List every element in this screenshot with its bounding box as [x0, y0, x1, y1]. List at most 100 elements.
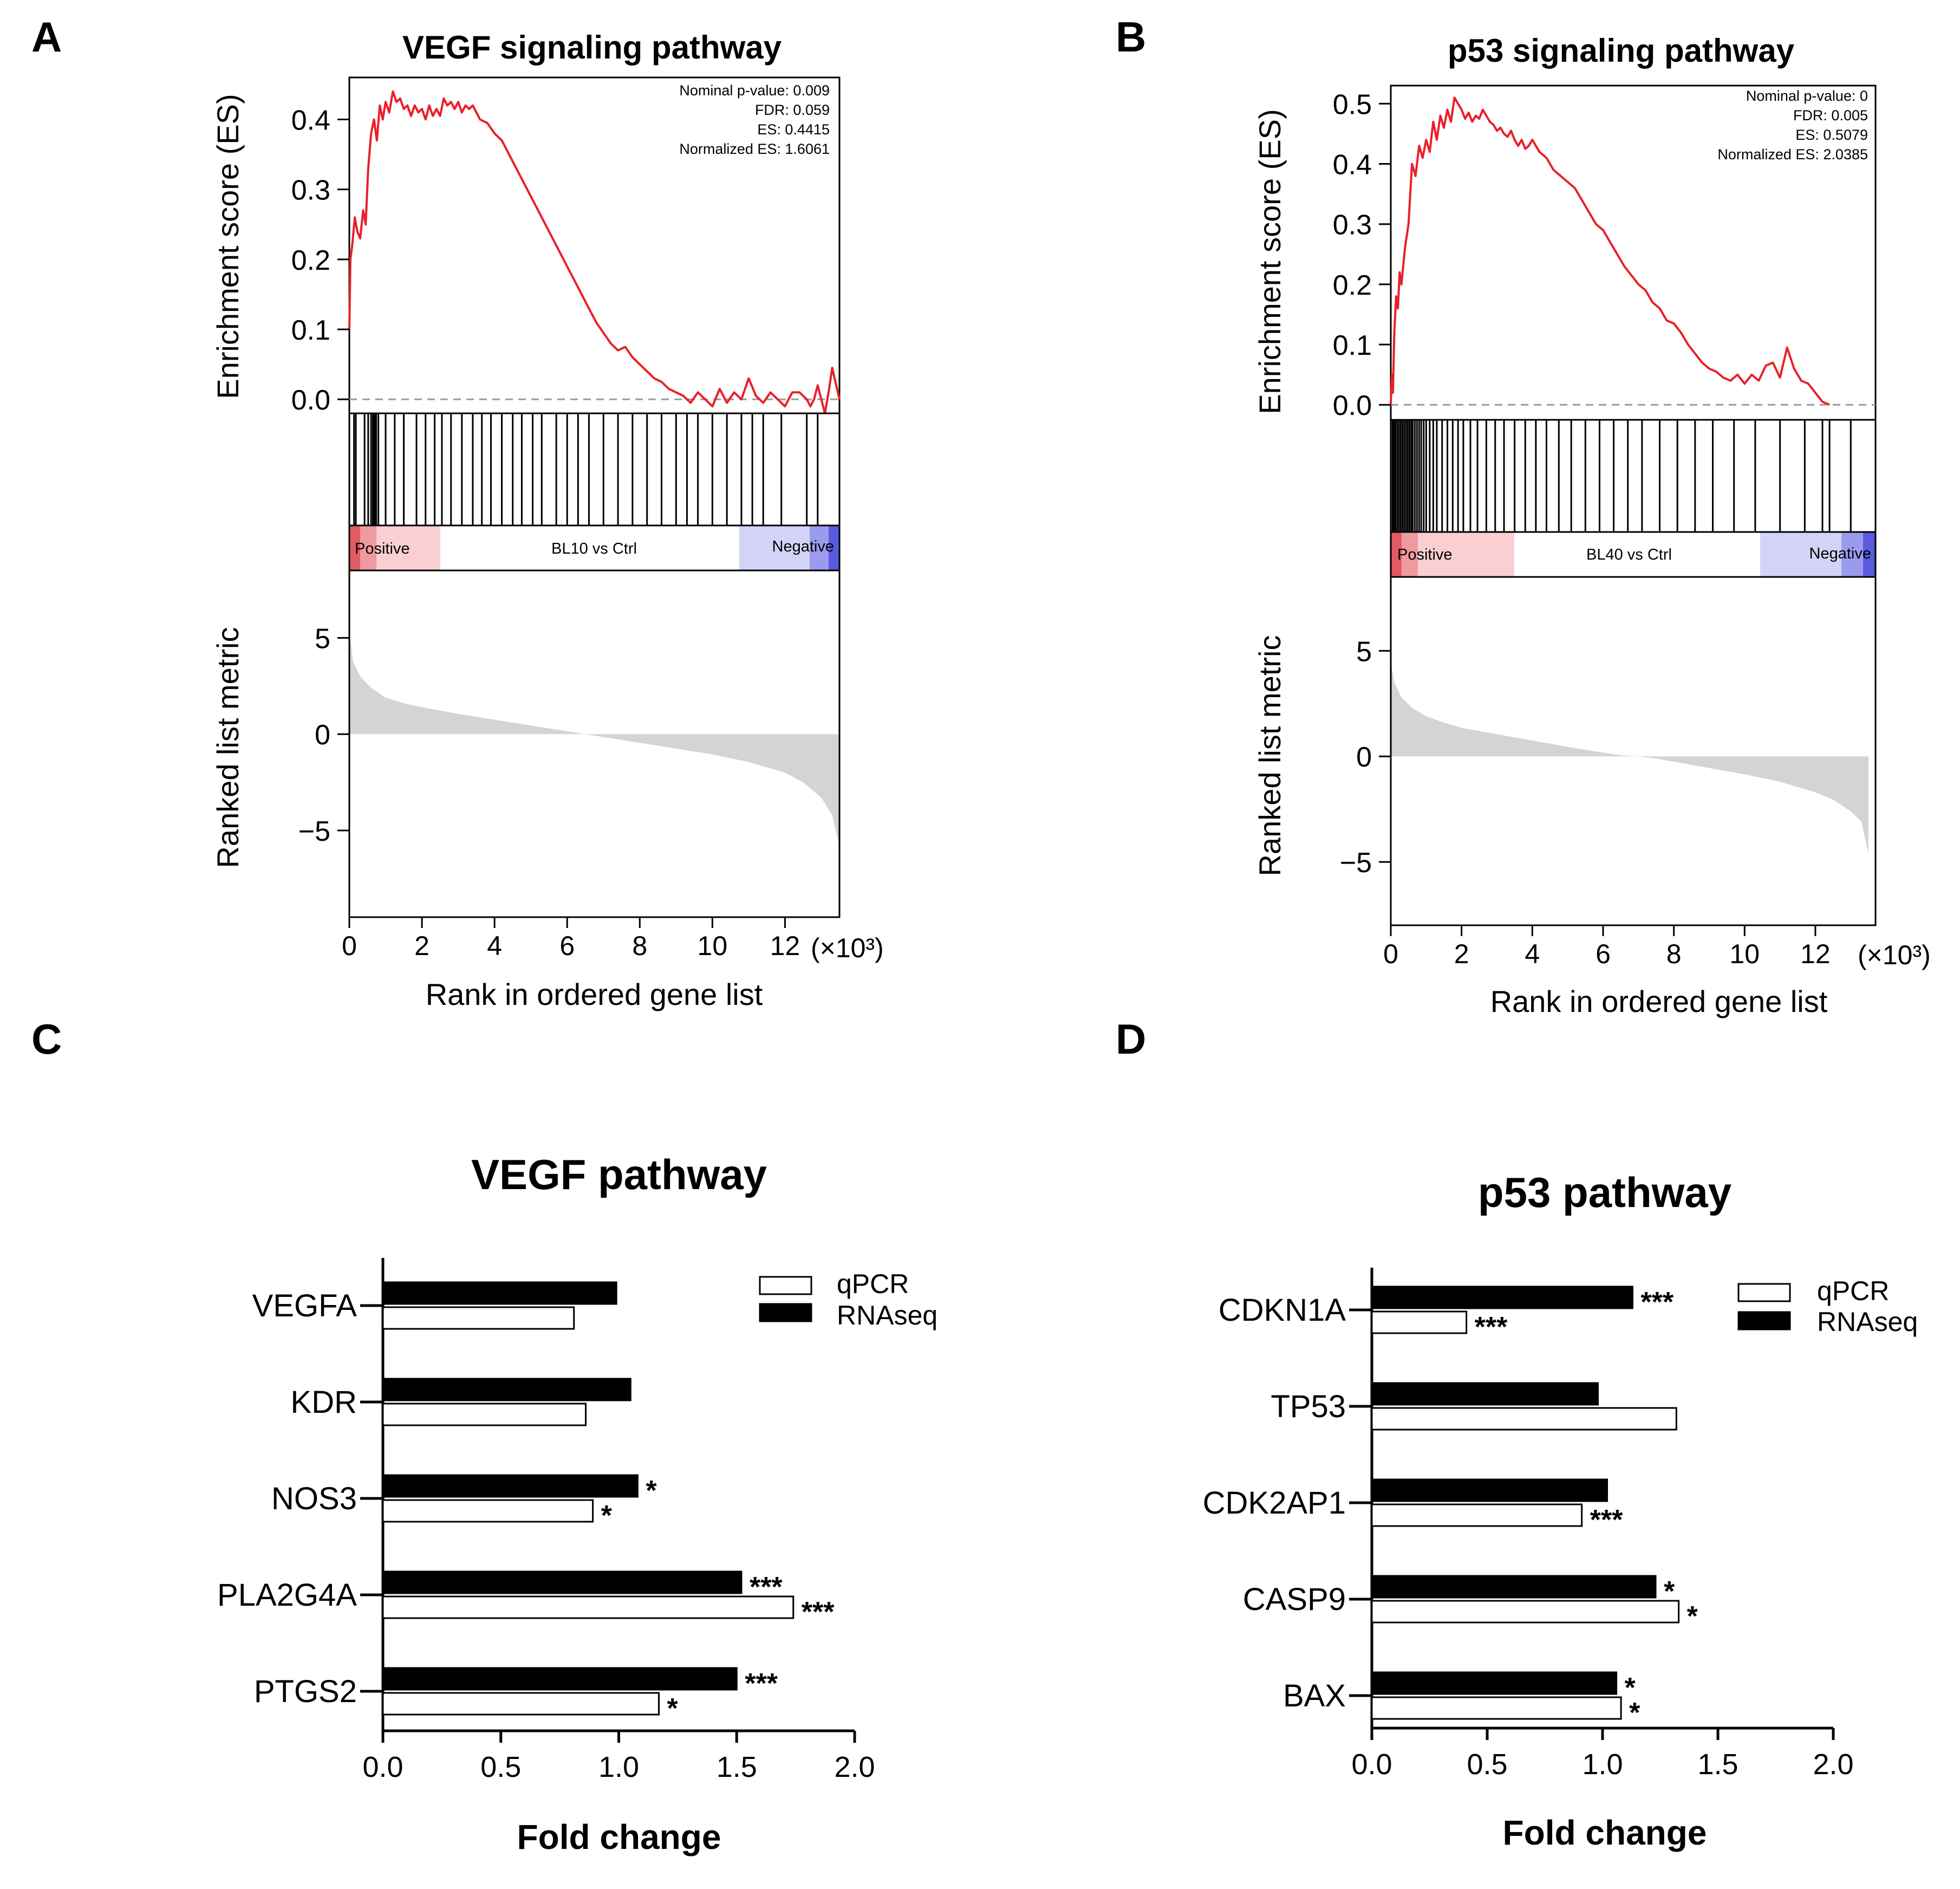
d-bar-qpcr — [1371, 1310, 1468, 1334]
panel-a-hits — [348, 412, 841, 527]
panel-a-hit-lines — [353, 413, 819, 525]
panel-d-label: D — [1116, 1015, 1146, 1063]
d-category-label: CASP9 — [1243, 1582, 1346, 1617]
panel-a-metric-frame — [348, 569, 841, 918]
panel-a-x-label: Rank in ordered gene list — [426, 977, 763, 1011]
panel-a-label: A — [31, 13, 62, 61]
a-x-tick-label: 10 — [698, 931, 728, 961]
panel-a-metric-area — [349, 628, 839, 846]
a-metric-tick-label: 0 — [315, 719, 330, 751]
panel-b-hit-lines — [1391, 420, 1852, 532]
d-sig-rnaseq: * — [1625, 1672, 1636, 1704]
d-category-label: CDK2AP1 — [1203, 1485, 1346, 1521]
panel-a-negative-light — [739, 525, 810, 570]
c-bar-rnaseq — [382, 1570, 743, 1594]
panel-a-positive-light — [376, 525, 440, 570]
panel-a-negative-mid — [810, 525, 829, 570]
c-x-tick-label: 1.0 — [598, 1751, 639, 1783]
d-sig-qpcr: * — [1687, 1601, 1698, 1632]
panel-a-es-curve — [348, 90, 841, 414]
c-sig-qpcr: * — [601, 1500, 613, 1531]
panel-b-positive-light — [1418, 532, 1514, 577]
d-sig-qpcr: *** — [1590, 1504, 1623, 1536]
panel-b-stats: Nominal p-value: 0 FDR: 0.005 ES: 0.5079… — [1717, 88, 1868, 163]
panel-c-legend-rnaseq-swatch — [759, 1303, 812, 1322]
a-metric-tick-label: 5 — [315, 623, 330, 654]
d-x-tick-label: 1.0 — [1582, 1748, 1623, 1781]
panel-b-class-bar: Positive BL40 vs Ctrl Negative — [1390, 531, 1877, 578]
c-bar-rnaseq — [382, 1667, 738, 1691]
panel-b-stat-fdr: FDR: 0.005 — [1793, 107, 1868, 124]
b-es-tick-label: 0.5 — [1333, 89, 1372, 120]
c-bar-qpcr — [382, 1595, 795, 1619]
c-bar-qpcr — [382, 1306, 575, 1330]
panel-b-positive-mid — [1402, 532, 1418, 577]
a-x-tick-label: 2 — [414, 931, 429, 961]
panel-c-legend: qPCR RNAseq — [759, 1269, 937, 1330]
panel-a-x-unit: (×10³) — [811, 933, 884, 963]
panel-b: B p53 signaling pathway 0.00.10.20.30.40… — [1116, 13, 1931, 1018]
panel-b-metric-area — [1391, 661, 1868, 854]
c-x-tick-label: 1.5 — [717, 1751, 757, 1783]
c-sig-qpcr: * — [667, 1693, 679, 1724]
panel-b-class-negative: Negative — [1809, 545, 1871, 562]
panel-b-es-y-ticks: 0.0 0.1 0.2 0.3 0.4 0.5 — [1333, 89, 1391, 421]
b-metric-tick-label: 0 — [1356, 742, 1372, 773]
c-bar-rnaseq — [382, 1378, 631, 1401]
b-es-tick-label: 0.3 — [1333, 210, 1372, 241]
panel-a: A VEGF signaling pathway 0.0 0.1 0.2 0.3 0.4… — [31, 13, 884, 1011]
panel-a-stat-es: ES: 0.4415 — [757, 121, 830, 138]
d-x-tick-label: 1.5 — [1697, 1748, 1738, 1781]
a-x-tick-label: 0 — [342, 931, 357, 961]
panel-a-class-positive: Positive — [355, 540, 410, 557]
d-bar-qpcr — [1371, 1696, 1622, 1720]
c-category-label: PTGS2 — [254, 1674, 357, 1709]
panel-a-class-comparison: BL10 vs Ctrl — [551, 540, 637, 557]
d-bar-rnaseq — [1371, 1575, 1657, 1599]
panel-b-es-y-label: Enrichment score (ES) — [1253, 109, 1287, 414]
panel-b-class-positive: Positive — [1397, 546, 1453, 563]
panel-b-class-comparison: BL40 vs Ctrl — [1586, 546, 1672, 563]
panel-b-title: p53 signaling pathway — [1448, 33, 1795, 69]
panel-d-legend-rnaseq-swatch — [1737, 1311, 1791, 1330]
c-category-label: PLA2G4A — [217, 1578, 357, 1613]
panel-b-label: B — [1116, 13, 1146, 61]
b-x-tick-label: 2 — [1454, 939, 1469, 969]
panel-d-legend-rnaseq-label: RNAseq — [1817, 1307, 1918, 1337]
b-x-tick-label: 4 — [1525, 939, 1540, 969]
d-sig-qpcr: * — [1629, 1697, 1640, 1729]
d-category-label: TP53 — [1271, 1389, 1346, 1424]
panel-a-stats: Nominal p-value: 0.009 FDR: 0.059 ES: 0.… — [679, 82, 830, 157]
panel-a-stat-pvalue: Nominal p-value: 0.009 — [679, 82, 830, 99]
panel-a-positive-strong — [349, 525, 360, 570]
panel-c-x-label: Fold change — [517, 1817, 721, 1856]
panel-a-title: VEGF signaling pathway — [402, 29, 782, 66]
d-category-label: BAX — [1283, 1678, 1346, 1713]
panel-a-metric-y-label: Ranked list metric — [211, 627, 245, 868]
panel-b-stat-es: ES: 0.5079 — [1795, 127, 1868, 143]
a-es-tick-label: 0.3 — [291, 175, 330, 206]
panel-a-es-y-ticks: 0.0 0.1 0.2 0.3 0.4 — [291, 105, 349, 416]
c-category-label: KDR — [291, 1385, 357, 1420]
d-bar-qpcr — [1371, 1503, 1583, 1527]
a-x-tick-label: 4 — [487, 931, 502, 961]
b-x-tick-label: 6 — [1596, 939, 1611, 969]
panel-b-metric-frame — [1390, 576, 1877, 926]
d-sig-rnaseq: * — [1664, 1576, 1675, 1607]
panel-b-es-curve — [1390, 96, 1830, 406]
panel-c-legend-qpcr-swatch — [759, 1276, 812, 1295]
panel-b-x-unit: (×10³) — [1858, 940, 1931, 970]
d-bar-rnaseq — [1371, 1671, 1618, 1695]
panel-b-es-plot: 0.0 0.1 0.2 0.3 0.4 0.5 Enrichment score (ES)… — [1253, 85, 1877, 421]
c-x-tick-label: 0.5 — [480, 1751, 521, 1783]
b-x-tick-label: 8 — [1666, 939, 1682, 969]
c-x-tick-label: 0.0 — [362, 1751, 403, 1783]
panel-b-positive-strong — [1391, 532, 1402, 577]
b-metric-tick-label: −5 — [1340, 847, 1372, 879]
panel-a-stat-fdr: FDR: 0.059 — [755, 102, 830, 118]
a-es-tick-label: 0.2 — [291, 245, 330, 276]
c-bar-rnaseq — [382, 1281, 617, 1305]
